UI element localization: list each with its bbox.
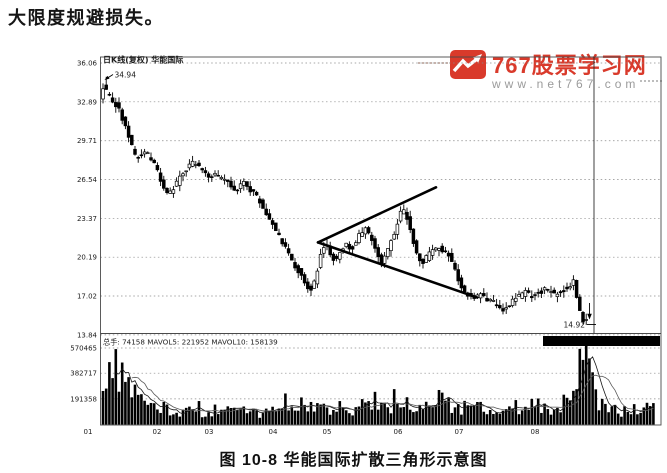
svg-text:32.89: 32.89 [77,98,97,106]
volume-bars [101,344,655,425]
date-axis-labels: 01 02 03 04 05 06 07 08 [84,428,540,436]
svg-text:17.02: 17.02 [77,292,97,300]
svg-text:06: 06 [394,428,403,436]
chart-borders [100,56,662,426]
svg-text:191358: 191358 [70,395,97,403]
price-axis-labels: 36.06 32.89 29.71 26.54 23.37 20.19 17.02 13.84 [77,60,98,340]
svg-text:02: 02 [153,428,162,436]
highlight-band [543,336,660,346]
svg-text:36.06: 36.06 [77,60,98,68]
svg-text:07: 07 [455,428,464,436]
intro-text: 大限度规避损失。 [8,8,164,28]
svg-text:26.54: 26.54 [77,176,98,184]
svg-text:04: 04 [269,428,278,436]
svg-text:382717: 382717 [70,370,97,378]
last-price-annotation: 14.92 [564,303,596,330]
svg-text:34.94: 34.94 [115,71,137,80]
triangle-trendlines [316,186,479,299]
svg-text:01: 01 [84,428,93,436]
svg-text:14.92: 14.92 [564,321,586,330]
chart-title: 日K线(复权) 华能国际 [103,55,183,65]
svg-text:20.19: 20.19 [77,254,97,262]
zigzag-line [452,54,482,73]
volume-header: 总手: 74158 MAVOL5: 221952 MAVOL10: 158139 [103,338,278,347]
svg-text:13.84: 13.84 [77,331,98,339]
figure-caption: 图 10-8 华能国际扩散三角形示意图 [219,452,488,469]
candlesticks [101,76,588,325]
zigzag-chart-icon [450,49,486,79]
svg-text:03: 03 [205,428,214,436]
peak-annotation: 34.94 [104,71,137,80]
scan-dash-artifact [640,80,662,82]
volume-axis-labels: 570465 382717 191358 [70,345,97,404]
site-url: www.net767.com [492,77,640,91]
svg-text:05: 05 [323,428,332,436]
gridlines [100,62,661,400]
svg-text:08: 08 [531,428,540,436]
svg-text:29.71: 29.71 [77,137,97,145]
svg-text:23.37: 23.37 [77,215,97,223]
svg-text:570465: 570465 [70,345,97,353]
mavol-line [131,374,654,412]
